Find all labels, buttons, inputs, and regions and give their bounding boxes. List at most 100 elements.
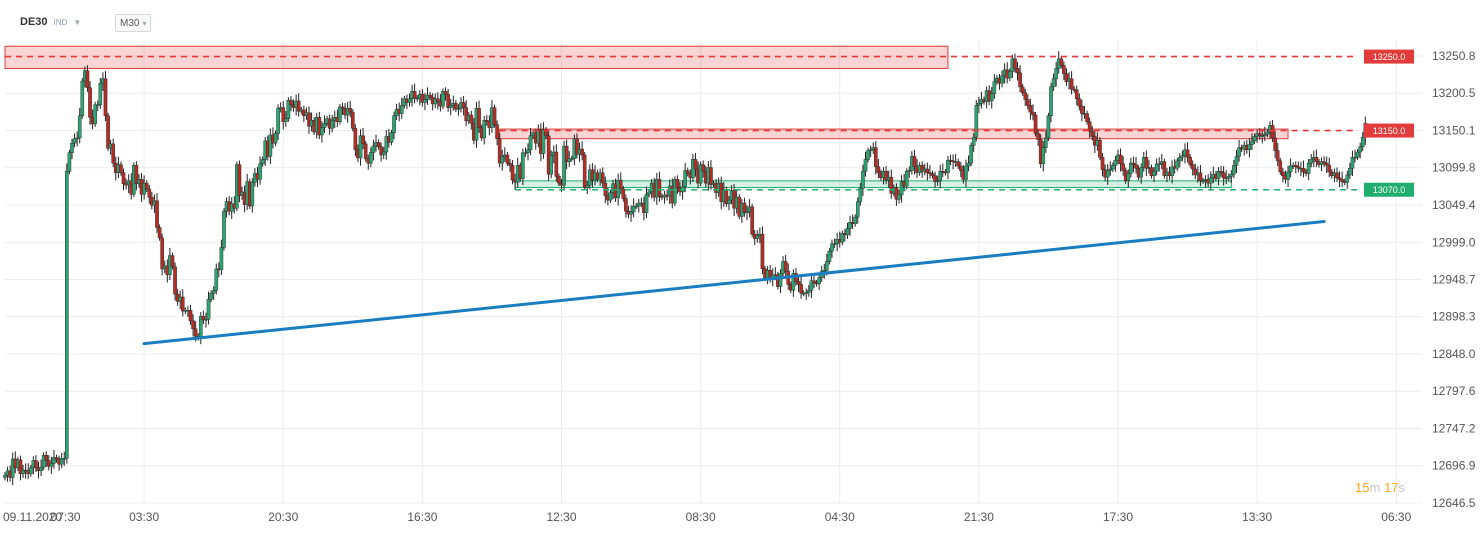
candle-body <box>180 296 185 312</box>
candle <box>685 167 690 177</box>
candle <box>1031 104 1035 121</box>
candle <box>41 452 46 471</box>
candle-body <box>23 469 28 472</box>
candle <box>701 160 705 178</box>
candle-body <box>1059 58 1064 66</box>
candle-body <box>505 154 510 164</box>
timeframe-selector[interactable]: M30 ▾ <box>115 14 152 32</box>
candle <box>484 114 489 126</box>
symbol-dropdown-icon[interactable]: ▼ <box>73 17 82 27</box>
candle-body <box>554 151 559 177</box>
candle-body <box>904 171 909 187</box>
candle-body <box>562 145 566 186</box>
candle-body <box>1260 135 1265 137</box>
candle-body <box>379 146 383 156</box>
candle-body <box>1069 78 1074 90</box>
candle-body <box>119 164 123 173</box>
timeframe-dropdown-icon: ▾ <box>142 18 147 28</box>
candle <box>296 93 301 117</box>
candle <box>268 128 273 165</box>
candle-body <box>549 155 553 175</box>
candle <box>93 101 97 127</box>
candle-body <box>804 292 809 294</box>
level-lines[interactable]: 13250.0 13150.0 13070.0 <box>5 49 1414 197</box>
support-zone-2[interactable] <box>514 180 1232 189</box>
candle-body <box>685 170 690 174</box>
candle <box>1337 171 1342 188</box>
candle-body <box>1015 68 1020 74</box>
candle-body <box>1322 161 1326 164</box>
candle-body <box>464 107 468 122</box>
candle-body <box>98 83 103 105</box>
candle-body <box>75 137 79 140</box>
candle <box>1162 158 1167 179</box>
candle-body <box>65 171 69 459</box>
candle-body <box>67 152 72 172</box>
candle <box>1028 98 1033 120</box>
level-label-bg-0 <box>1364 49 1414 64</box>
candle-body <box>600 172 605 184</box>
trendline-layer[interactable] <box>142 220 1326 346</box>
y-tick-label: 12848.0 <box>1432 347 1476 361</box>
candle-body <box>237 164 242 196</box>
candle-body <box>1263 134 1267 136</box>
candle <box>1219 165 1223 177</box>
candle-body <box>897 194 901 200</box>
candle <box>1033 112 1038 137</box>
candle-body <box>276 108 280 134</box>
y-tick-label: 12948.7 <box>1432 272 1476 286</box>
candle <box>379 142 383 162</box>
candle-body <box>1175 160 1180 169</box>
candle <box>938 164 943 189</box>
candle <box>276 104 280 141</box>
candle-body <box>1306 162 1311 174</box>
candle-body <box>1085 113 1089 122</box>
candle-body <box>1335 172 1339 179</box>
candle-body <box>28 467 33 474</box>
candle <box>801 290 806 297</box>
candle-body <box>907 170 912 172</box>
candle <box>237 160 242 203</box>
candle-body <box>111 143 116 164</box>
candle-body <box>322 122 327 128</box>
candle <box>894 183 899 206</box>
candle-body <box>964 165 968 180</box>
ascending-trendline[interactable] <box>142 220 1326 346</box>
x-tick-label: 20:30 <box>268 510 298 524</box>
candle <box>948 154 953 166</box>
resistance-zone-1[interactable] <box>499 128 1289 140</box>
candle-body <box>363 143 368 159</box>
candle-body <box>832 243 837 245</box>
candle-body <box>376 142 381 148</box>
candle <box>1275 142 1280 167</box>
candle-body <box>1226 176 1231 179</box>
candle <box>361 128 365 150</box>
candle <box>464 99 468 127</box>
candle <box>541 122 546 159</box>
candle-body <box>974 105 979 138</box>
x-tick-label: 21:30 <box>964 510 994 524</box>
y-tick-label: 12999.0 <box>1432 235 1476 249</box>
candle <box>77 108 82 144</box>
candle <box>219 239 224 275</box>
candle-body <box>541 129 546 154</box>
candle-body <box>62 458 67 460</box>
candle-body <box>977 102 981 106</box>
candle-body <box>268 134 273 157</box>
candle-body <box>155 200 159 228</box>
candle <box>523 147 528 157</box>
candle <box>817 273 821 291</box>
candle <box>1007 68 1012 82</box>
candle-body <box>201 316 206 321</box>
candle <box>1054 61 1058 87</box>
candle <box>933 171 937 189</box>
candle-body <box>1087 121 1092 132</box>
y-tick-label: 13099.8 <box>1432 161 1476 175</box>
y-tick-label: 13049.4 <box>1432 198 1476 212</box>
candle-body <box>1288 165 1293 173</box>
candle <box>930 170 935 179</box>
resistance-zone-0[interactable] <box>4 45 949 69</box>
candle <box>564 139 569 170</box>
candle <box>157 224 162 241</box>
